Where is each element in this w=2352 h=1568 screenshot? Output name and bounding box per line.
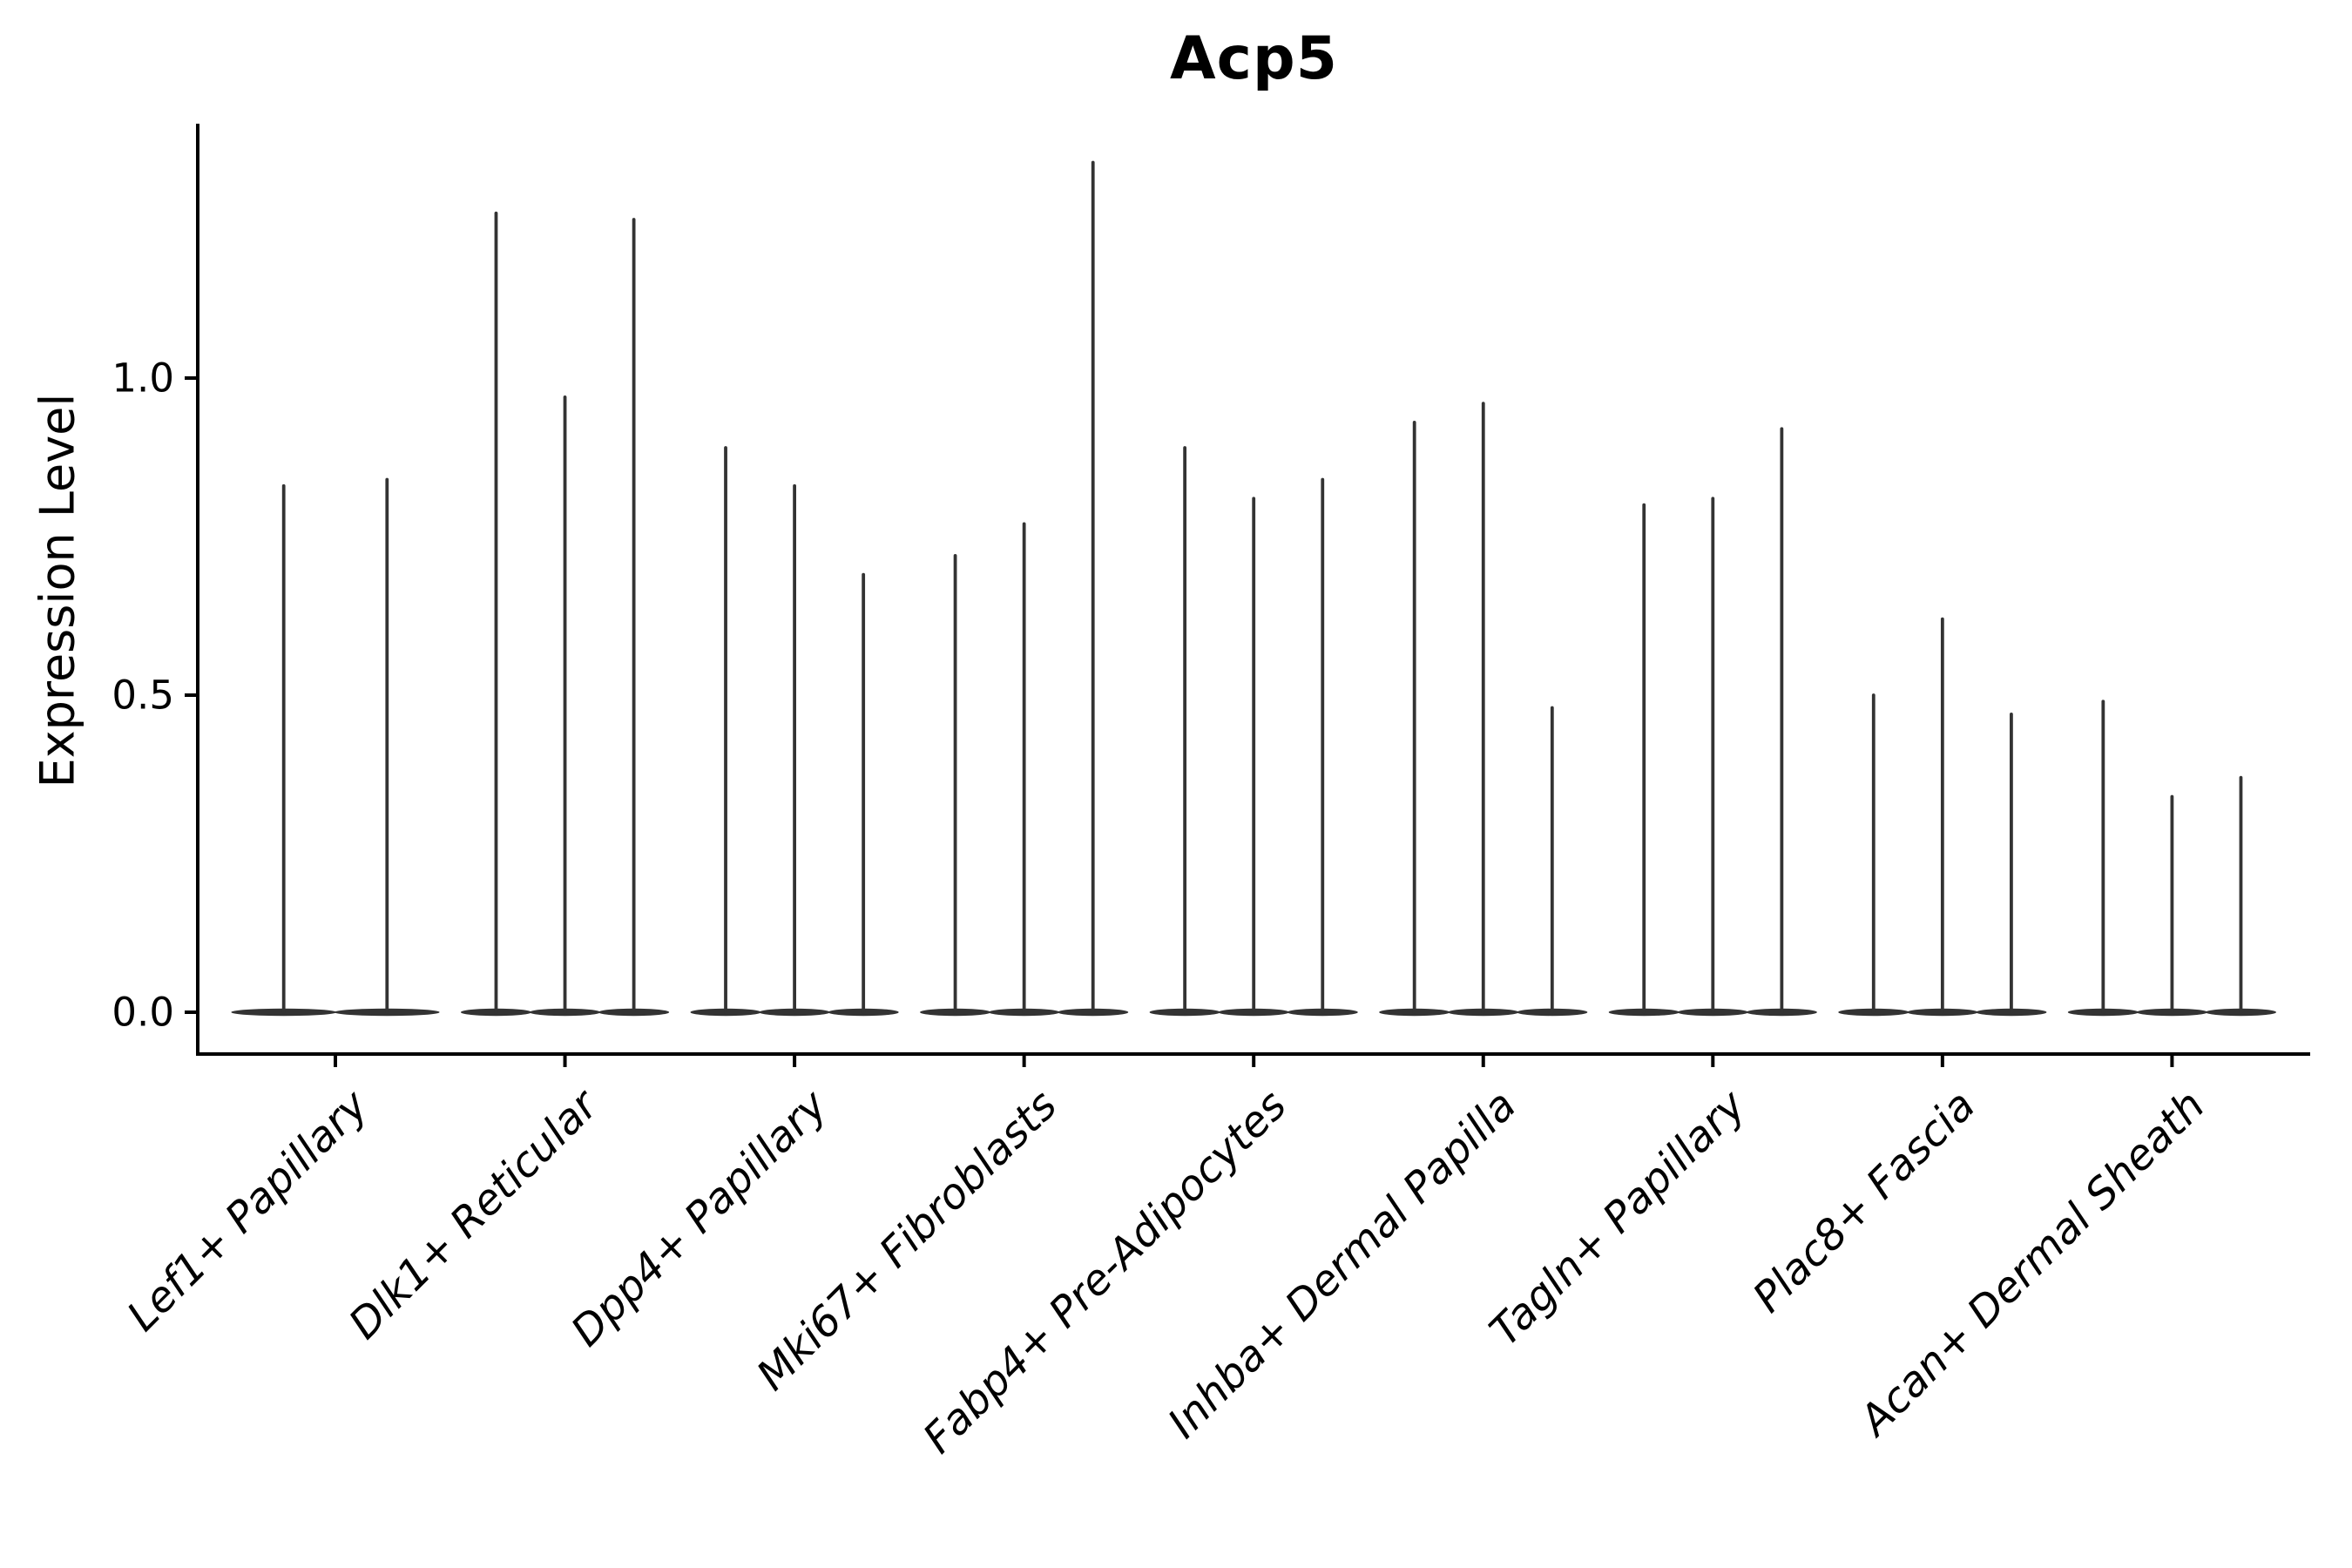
category-label: Plac8+ Fascia (1744, 1081, 1985, 1322)
y-tick-label: 0.5 (112, 672, 174, 719)
chart-title: Acp5 (1170, 24, 1338, 93)
category-label: Tagln+ Papillary (1481, 1080, 1756, 1355)
y-tick-label: 0.0 (112, 990, 174, 1036)
category-label: Fabp4+ Pre-Adipocytes (914, 1081, 1296, 1463)
y-tick-label: 1.0 (112, 355, 174, 402)
category-label: Dlk1+ Reticular (340, 1079, 610, 1349)
category-label: Lef1+ Papillary (118, 1080, 378, 1341)
category-label: Dpp4+ Papillary (562, 1080, 837, 1355)
